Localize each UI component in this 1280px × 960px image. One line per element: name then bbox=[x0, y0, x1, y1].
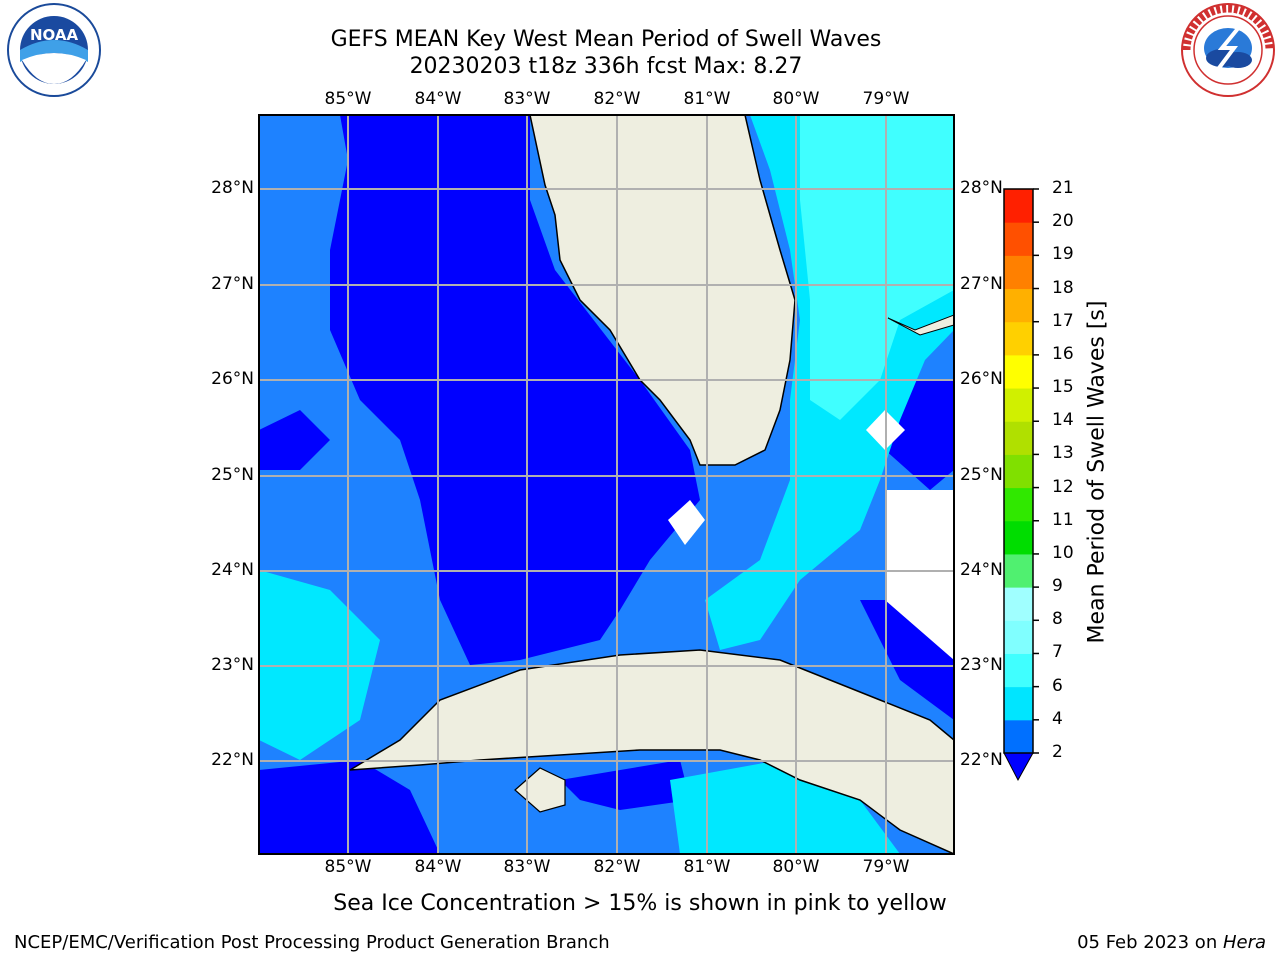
lat-label-right-26n: 26°N bbox=[960, 369, 1003, 389]
colorbar-segment bbox=[1004, 620, 1033, 654]
lat-label-left-24n: 24°N bbox=[211, 560, 254, 580]
swell-period-6-7s-south bbox=[670, 760, 900, 854]
colorbar-tick-label: 13 bbox=[1052, 443, 1074, 464]
lon-label-top-82w: 82°W bbox=[593, 89, 641, 109]
lat-label-right-24n: 24°N bbox=[960, 560, 1003, 580]
noaa-logo-text: NOAA bbox=[30, 26, 79, 44]
lat-label-left-25n: 25°N bbox=[211, 465, 254, 485]
colorbar-segment bbox=[1004, 553, 1033, 588]
colorbar-tick-label: 10 bbox=[1052, 542, 1074, 563]
sea-ice-note: Sea Ice Concentration > 15% is shown in … bbox=[333, 891, 947, 916]
colorbar bbox=[1004, 188, 1039, 754]
colorbar-tick-label: 15 bbox=[1052, 377, 1074, 398]
colorbar-tick-label: 7 bbox=[1052, 642, 1063, 663]
colorbar-tick-label: 18 bbox=[1052, 277, 1074, 298]
swell-period-7-8s-atlantic bbox=[800, 115, 954, 420]
lon-label-bottom-85w: 85°W bbox=[324, 857, 372, 877]
chart-title: GEFS MEAN Key West Mean Period of Swell … bbox=[330, 27, 882, 52]
noaa-logo: NOAA bbox=[7, 3, 101, 97]
colorbar-segment bbox=[1004, 719, 1033, 754]
colorbar-segment bbox=[1004, 255, 1033, 290]
swell-period-2-4s-west bbox=[259, 410, 330, 470]
lat-label-left-27n: 27°N bbox=[211, 274, 254, 294]
swell-period-2-4s-gulf bbox=[330, 115, 700, 665]
footer-date-text: 05 Feb 2023 on bbox=[1077, 932, 1223, 953]
colorbar-segment bbox=[1004, 189, 1033, 223]
colorbar-tick-label: 21 bbox=[1052, 178, 1074, 198]
colorbar-tick-label: 11 bbox=[1052, 509, 1074, 530]
lat-label-right-25n: 25°N bbox=[960, 465, 1003, 485]
lon-label-bottom-81w: 81°W bbox=[683, 857, 731, 877]
lon-label-bottom-83w: 83°W bbox=[503, 857, 551, 877]
lon-label-top-85w: 85°W bbox=[324, 89, 372, 109]
colorbar-title: Mean Period of Swell Waves [s] bbox=[1084, 300, 1110, 644]
lat-label-left-22n: 22°N bbox=[211, 750, 254, 770]
colorbar-segment bbox=[1004, 653, 1033, 688]
colorbar-tick-label: 16 bbox=[1052, 343, 1074, 364]
undefined-patch-east bbox=[885, 490, 954, 660]
lat-label-left-23n: 23°N bbox=[211, 655, 254, 675]
colorbar-tick-label: 12 bbox=[1052, 476, 1074, 497]
colorbar-segment bbox=[1004, 388, 1033, 422]
lat-label-right-23n: 23°N bbox=[960, 655, 1003, 675]
colorbar-tick-label: 14 bbox=[1052, 410, 1074, 431]
lon-label-top-83w: 83°W bbox=[503, 89, 551, 109]
colorbar-segment bbox=[1004, 354, 1033, 389]
colorbar-segment bbox=[1004, 686, 1033, 721]
colorbar-segment bbox=[1004, 222, 1033, 256]
footer-credit: NCEP/EMC/Verification Post Processing Pr… bbox=[14, 932, 610, 953]
lon-label-top-80w: 80°W bbox=[772, 89, 820, 109]
lon-label-bottom-79w: 79°W bbox=[862, 857, 910, 877]
colorbar-segment bbox=[1004, 421, 1033, 455]
colorbar-segment bbox=[1004, 454, 1033, 489]
lat-label-left-28n: 28°N bbox=[211, 178, 254, 198]
lat-label-right-28n: 28°N bbox=[960, 178, 1003, 198]
colorbar-segment bbox=[1004, 288, 1033, 323]
colorbar-tick-label: 9 bbox=[1052, 576, 1063, 597]
colorbar-tick-label: 2 bbox=[1052, 742, 1063, 762]
colorbar-segment bbox=[1004, 321, 1033, 356]
colorbar-tick-label: 4 bbox=[1052, 708, 1063, 729]
colorbar-tick-label: 19 bbox=[1052, 244, 1074, 265]
lon-label-top-84w: 84°W bbox=[414, 89, 462, 109]
graticule bbox=[259, 115, 954, 854]
swell-period-2-4s-south bbox=[560, 760, 690, 810]
colorbar-segment bbox=[1004, 587, 1033, 621]
undefined-patch-keys bbox=[668, 500, 705, 545]
colorbar-border bbox=[1003, 188, 1034, 754]
colorbar-tick-label: 8 bbox=[1052, 609, 1063, 630]
map-border bbox=[258, 114, 955, 855]
swell-period-2-4s-southwest bbox=[259, 760, 440, 854]
nws-logo bbox=[1181, 3, 1275, 97]
lon-label-bottom-84w: 84°W bbox=[414, 857, 462, 877]
lat-label-right-27n: 27°N bbox=[960, 274, 1003, 294]
colorbar-tick-label: 6 bbox=[1052, 675, 1063, 696]
lat-label-left-26n: 26°N bbox=[211, 369, 254, 389]
colorbar-extend-arrow bbox=[1003, 752, 1034, 782]
footer-host: Hera bbox=[1222, 932, 1266, 953]
map-frame bbox=[259, 115, 954, 854]
land-cuba bbox=[349, 649, 954, 854]
lon-label-bottom-82w: 82°W bbox=[593, 857, 641, 877]
land-bahamas bbox=[887, 314, 954, 336]
colorbar-segment bbox=[1004, 487, 1033, 522]
colorbar-tick-label: 17 bbox=[1052, 310, 1074, 331]
lon-label-bottom-80w: 80°W bbox=[772, 857, 820, 877]
lon-label-top-81w: 81°W bbox=[683, 89, 731, 109]
lat-label-right-22n: 22°N bbox=[960, 750, 1003, 770]
land-florida bbox=[529, 115, 796, 466]
footer-date: 05 Feb 2023 on Hera bbox=[1077, 932, 1266, 953]
colorbar-tick-label: 20 bbox=[1052, 211, 1074, 232]
chart-subtitle: 20230203 t18z 336h fcst Max: 8.27 bbox=[409, 54, 803, 79]
colorbar-segment bbox=[1004, 520, 1033, 555]
lon-label-top-79w: 79°W bbox=[862, 89, 910, 109]
